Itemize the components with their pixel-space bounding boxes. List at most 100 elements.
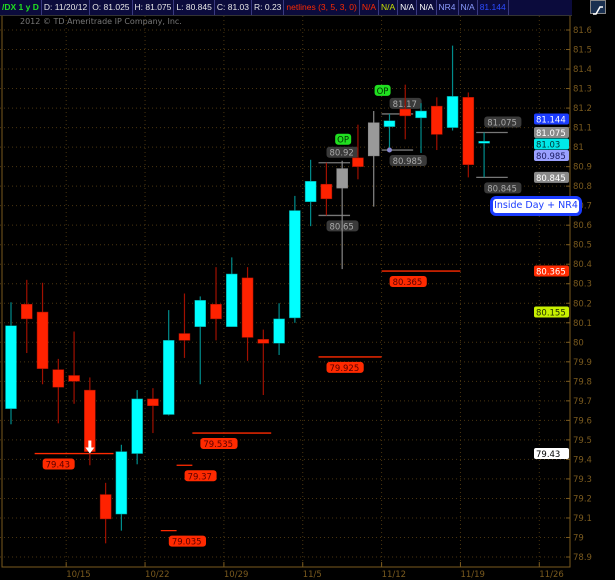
price-marker-bg <box>534 138 569 150</box>
bar-low: L: 80.845 <box>174 0 215 15</box>
y-tick-label: 81.4 <box>573 65 592 75</box>
candle-body <box>210 303 222 320</box>
y-tick-label: 79.6 <box>573 416 592 426</box>
y-tick-label: 81 <box>573 143 584 153</box>
price-marker-bg <box>534 149 569 161</box>
candle-body <box>320 183 333 200</box>
level-label-bg <box>200 438 238 450</box>
candle <box>367 111 380 207</box>
status-cell: NR4 <box>437 0 459 15</box>
candle-body <box>257 339 270 344</box>
price-marker: 80.365 <box>536 268 566 278</box>
candle <box>52 358 65 424</box>
candle <box>226 257 238 327</box>
x-tick-label: 10/22 <box>145 570 170 580</box>
level-label: 79.035 <box>172 538 202 548</box>
candle-body <box>383 120 396 127</box>
y-tick-label: 80.1 <box>573 319 592 329</box>
candle <box>194 296 206 385</box>
price-marker: 79.43 <box>536 450 560 460</box>
candle <box>383 113 396 151</box>
candle <box>147 388 159 434</box>
candle-body <box>289 210 301 319</box>
status-cell: N/A <box>379 0 399 15</box>
y-tick-label: 80.3 <box>573 280 592 290</box>
candle-body <box>273 318 285 344</box>
candle <box>478 132 490 178</box>
op-marker-bg <box>335 133 352 145</box>
status-cell: 81.144 <box>478 0 509 15</box>
y-tick-label: 79 <box>573 533 584 543</box>
candle <box>415 103 427 153</box>
price-marker-bg <box>534 306 569 318</box>
candle-body <box>5 325 17 409</box>
y-tick-label: 81.2 <box>573 104 592 114</box>
level-label: 80.845 <box>487 184 517 194</box>
pivot-dot <box>386 147 392 153</box>
bar-high: H: 81.075 <box>133 0 175 15</box>
bar-open: O: 81.025 <box>90 0 133 15</box>
y-tick-label: 80 <box>573 338 584 348</box>
candle-body <box>226 273 238 327</box>
price-marker: 81.144 <box>536 116 566 126</box>
y-tick-label: 79.7 <box>573 397 592 407</box>
chart-header: /DX 1 y D D: 11/20/12 O: 81.025 H: 81.07… <box>0 0 572 16</box>
bar-close: C: 81.03 <box>215 0 252 15</box>
price-marker-bg <box>534 265 569 277</box>
candle <box>36 282 49 385</box>
x-tick-label: 10/15 <box>66 570 91 580</box>
pattern-label-bubble: Inside Day + NR4 <box>490 196 582 216</box>
candle-body <box>367 122 380 157</box>
candle-body <box>336 168 348 189</box>
candle <box>320 162 333 216</box>
symbol-selector[interactable]: /DX 1 y D <box>0 0 42 15</box>
op-marker: OP <box>337 136 349 146</box>
level-label: 79.43 <box>46 461 70 471</box>
status-cell: N/A <box>459 0 478 15</box>
level-label-bg <box>484 116 522 128</box>
candle <box>99 482 112 544</box>
candle-body <box>131 398 143 454</box>
level-label: 79.37 <box>188 472 212 482</box>
copyright-watermark: 2012 © TD Ameritrade IP Company, Inc. <box>20 17 182 26</box>
level-label-bg <box>326 361 364 373</box>
price-marker: 80.845 <box>536 174 566 184</box>
price-marker-bg <box>534 126 569 138</box>
candle <box>289 195 301 323</box>
x-tick-label: 11/19 <box>460 570 485 580</box>
candle-body <box>415 110 427 119</box>
line-chart-icon[interactable] <box>590 0 606 15</box>
level-label: 81.075 <box>487 118 517 128</box>
y-tick-label: 80.5 <box>573 241 592 251</box>
candle-body <box>36 311 49 369</box>
candle-body <box>478 141 490 144</box>
y-tick-label: 79.3 <box>573 475 592 485</box>
y-tick-label: 79.9 <box>573 358 592 368</box>
candle-body <box>162 340 175 415</box>
study-netlines[interactable]: netlines (3, 5, 3, 0) <box>284 0 360 15</box>
y-tick-label: 79.4 <box>573 455 592 465</box>
x-tick-label: 11/26 <box>539 570 564 580</box>
candle <box>446 45 459 131</box>
price-marker: 80.985 <box>536 152 566 162</box>
candle-body <box>241 277 254 338</box>
candle <box>115 444 128 531</box>
candle <box>431 97 443 151</box>
level-label: 80.365 <box>393 278 423 288</box>
candle <box>241 267 254 361</box>
y-tick-label: 80.6 <box>573 221 592 231</box>
candle <box>131 390 143 465</box>
candle-body <box>399 108 411 117</box>
candle <box>462 92 475 178</box>
y-tick-label: 80.4 <box>573 260 592 270</box>
candle <box>352 124 364 180</box>
price-marker-bg <box>534 448 569 460</box>
candle <box>210 267 222 341</box>
candle <box>68 331 80 404</box>
bar-range: R: 0.23 <box>252 0 285 15</box>
x-tick-label: 11/5 <box>303 570 322 580</box>
bar-date: D: 11/20/12 <box>42 0 91 15</box>
level-label-bg <box>484 182 522 194</box>
level-label-bg <box>389 276 427 288</box>
